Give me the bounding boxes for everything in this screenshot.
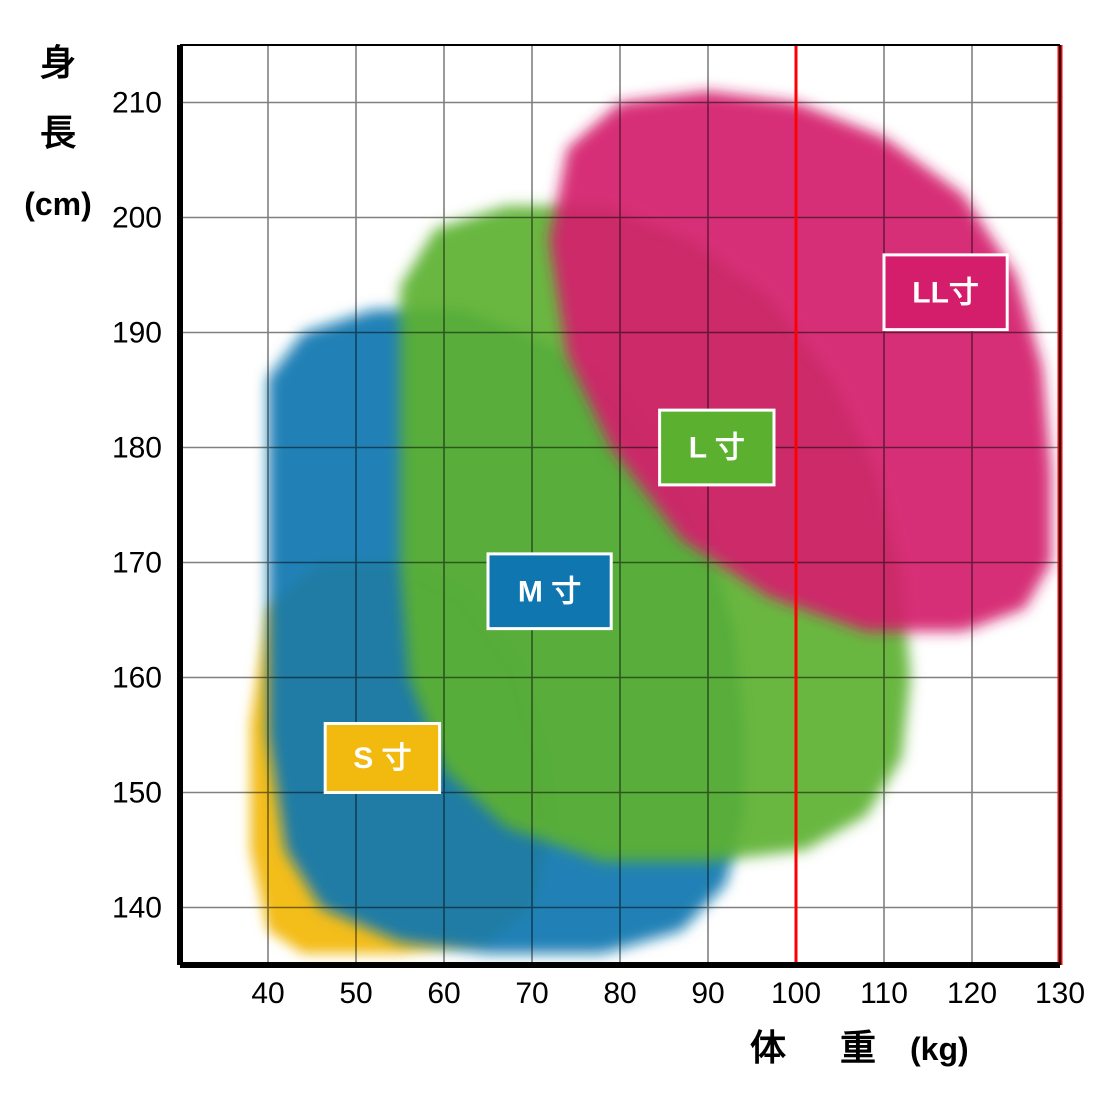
x-tick-100: 100 (771, 977, 821, 1010)
x-label-0: 体 (750, 1027, 786, 1068)
y-tick-200: 200 (112, 202, 162, 235)
x-tick-50: 50 (339, 977, 372, 1010)
y-label-1: 長 (40, 112, 77, 153)
y-unit: (cm) (24, 186, 92, 222)
y-tick-210: 210 (112, 87, 162, 120)
y-tick-150: 150 (112, 777, 162, 810)
x-tick-130: 130 (1035, 977, 1085, 1010)
x-tick-120: 120 (947, 977, 997, 1010)
x-tick-110: 110 (860, 977, 908, 1010)
x-tick-80: 80 (603, 977, 636, 1010)
x-label-1: 重 (840, 1027, 876, 1068)
y-tick-160: 160 (112, 662, 162, 695)
region-label-ll: LL寸 (912, 276, 979, 309)
region-label-s: S 寸 (353, 742, 411, 775)
y-tick-170: 170 (112, 547, 162, 580)
x-tick-40: 40 (251, 977, 284, 1010)
y-tick-140: 140 (112, 892, 162, 925)
y-label-0: 身 (40, 42, 76, 83)
y-tick-180: 180 (112, 432, 162, 465)
x-tick-70: 70 (515, 977, 548, 1010)
region-label-m: M 寸 (518, 575, 581, 608)
y-tick-190: 190 (112, 317, 162, 350)
region-label-l: L 寸 (689, 432, 745, 465)
x-unit: (kg) (910, 1031, 969, 1067)
x-tick-90: 90 (691, 977, 724, 1010)
x-tick-60: 60 (427, 977, 460, 1010)
size-chart: S 寸 M 寸 L 寸 LL寸 40 50 60 70 80 90 100 110 120 130 140 1… (0, 0, 1112, 1112)
